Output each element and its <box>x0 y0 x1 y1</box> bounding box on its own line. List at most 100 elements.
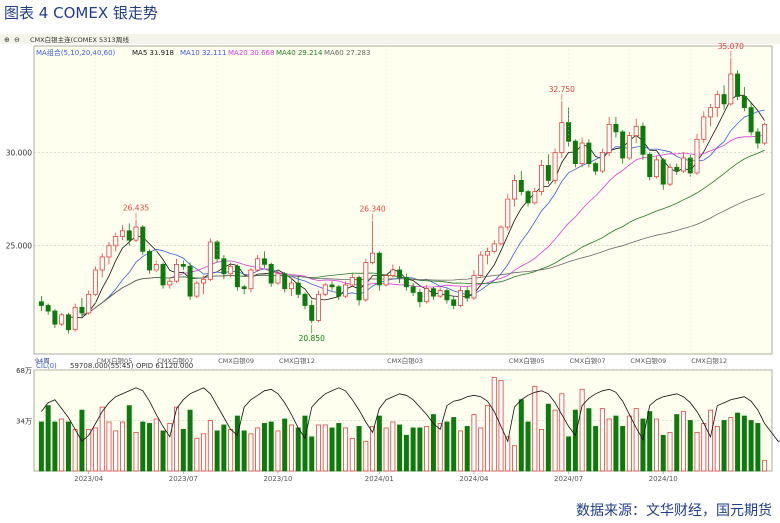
volume-bar <box>390 421 396 472</box>
volume-bar <box>762 460 768 472</box>
candle-body <box>295 282 301 295</box>
volume-bar <box>376 415 382 472</box>
volume-bar <box>667 431 673 472</box>
candle-body <box>99 256 105 271</box>
volume-bar <box>126 405 132 472</box>
volume-bar <box>552 409 558 472</box>
candle-body <box>512 179 518 200</box>
volume-bar <box>153 418 159 472</box>
candle-body <box>86 293 92 314</box>
volume-bar <box>403 434 409 472</box>
volume-bar <box>255 427 261 472</box>
candle-body <box>248 269 254 290</box>
volume-bar <box>119 421 125 472</box>
candle-body <box>234 265 240 288</box>
month-label: CMX白银05 <box>509 356 545 365</box>
volume-bar <box>701 423 707 472</box>
candle-body <box>106 245 112 258</box>
candle-body <box>397 269 403 278</box>
volume-bar <box>160 430 166 472</box>
candle-body <box>762 124 768 144</box>
volume-bar <box>194 437 200 472</box>
volume-bar <box>457 430 463 472</box>
time-label: 2024/07 <box>554 475 583 483</box>
volume-bar <box>748 420 754 472</box>
candle-body <box>701 116 707 140</box>
volume-bar <box>38 421 44 472</box>
volume-bar <box>586 408 592 472</box>
candle-body <box>667 166 673 185</box>
volume-bar <box>65 421 71 472</box>
volume-bar <box>512 445 518 472</box>
candle-body <box>160 263 166 286</box>
volume-bar <box>106 421 112 472</box>
volume-bar <box>633 408 639 472</box>
candle-body <box>586 142 592 164</box>
figure-caption: 图表 4 COMEX 银走势 <box>4 2 158 23</box>
volume-bar <box>572 409 578 472</box>
y-tick-label: 30.000 <box>6 148 32 157</box>
candle-body <box>72 306 78 331</box>
candle-body <box>633 125 639 137</box>
candle-body <box>410 286 416 293</box>
candle-body <box>194 282 200 297</box>
candle-body <box>518 179 524 192</box>
volume-bar <box>613 415 619 472</box>
candle-body <box>660 159 666 185</box>
volume-bar <box>207 420 213 472</box>
volume-bar <box>593 426 599 472</box>
candle-body <box>390 269 396 276</box>
caption-number: 4 <box>38 4 49 22</box>
volume-bar <box>295 427 301 472</box>
volume-bar <box>471 414 477 472</box>
candle-body <box>329 284 335 288</box>
volume-bar <box>491 377 497 472</box>
candle-body <box>288 282 294 290</box>
candle-body <box>640 125 646 155</box>
candle-body <box>505 198 511 228</box>
candle-body <box>613 124 619 133</box>
time-label: 2023/04 <box>74 475 104 483</box>
candle-body <box>647 153 653 178</box>
volume-bar <box>221 424 227 472</box>
volume-bar <box>92 427 98 472</box>
candle-body <box>343 284 349 297</box>
candle-body <box>471 275 477 299</box>
volume-bar <box>505 436 511 472</box>
candle-body <box>721 94 727 105</box>
volume-bar <box>539 429 545 472</box>
volume-bar <box>248 433 254 472</box>
volume-bar <box>566 436 572 472</box>
volume-legend: 59708.000(55:45) <box>70 362 134 370</box>
time-label: 2023/10 <box>263 475 292 483</box>
ma-legend-ma40: MA40 29.214 <box>276 49 323 57</box>
candle-body <box>255 258 261 271</box>
volume-bar <box>410 427 416 472</box>
volume-bar <box>52 421 58 472</box>
period-count-tag: 94周 <box>35 357 50 365</box>
volume-bar <box>383 427 389 472</box>
candle-body <box>464 290 470 299</box>
candle-body <box>620 131 626 159</box>
volume-bar <box>647 411 653 472</box>
volume-bar <box>72 429 78 472</box>
caption-title: COMEX 银走势 <box>53 4 158 22</box>
ma-legend-ma20: MA20 30.668 <box>228 49 274 57</box>
volume-bar <box>349 437 355 472</box>
volume-bar <box>322 424 328 472</box>
volume-bar <box>599 408 605 472</box>
time-label: 2024/01 <box>365 475 394 483</box>
candle-body <box>552 152 558 181</box>
time-label: 2024/04 <box>459 475 489 483</box>
volume-bar <box>228 429 234 472</box>
high-annotation: 35.070 <box>718 42 744 51</box>
volume-bar <box>741 415 747 472</box>
volume-bar <box>133 431 139 472</box>
candle-body <box>147 250 153 271</box>
candle-body <box>755 131 761 144</box>
volume-bar <box>309 436 315 472</box>
high-annotation: 32.750 <box>549 85 575 94</box>
candle-body <box>417 291 423 303</box>
candle-body <box>180 263 186 267</box>
ma-legend-ma10: MA10 32.111 <box>180 49 226 57</box>
